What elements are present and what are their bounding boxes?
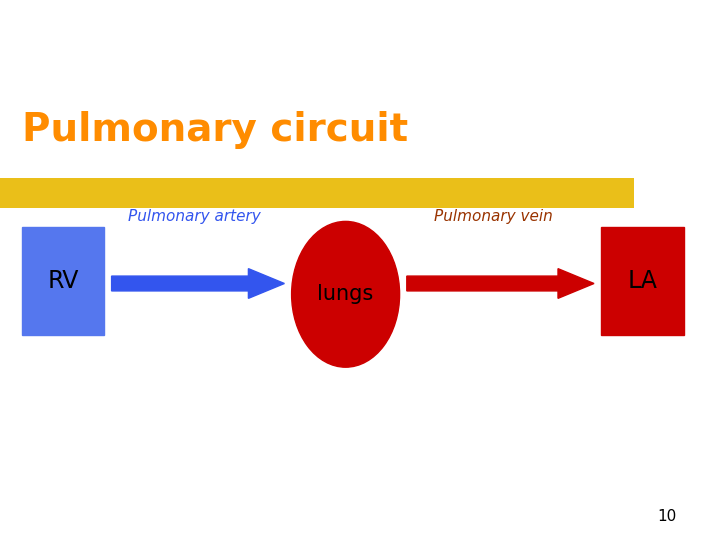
Text: Pulmonary artery: Pulmonary artery	[128, 209, 261, 224]
Text: RV: RV	[48, 269, 78, 293]
Bar	[22, 227, 104, 335]
Bar	[0, 178, 634, 208]
Text: lungs: lungs	[318, 284, 374, 305]
Text: Pulmonary circuit: Pulmonary circuit	[22, 111, 408, 148]
Bar	[601, 227, 684, 335]
FancyArrow shape	[112, 269, 284, 298]
Text: Pulmonary vein: Pulmonary vein	[434, 209, 552, 224]
Ellipse shape	[292, 221, 400, 367]
FancyArrow shape	[407, 269, 594, 298]
Text: LA: LA	[628, 269, 657, 293]
Text: 10: 10	[657, 509, 677, 524]
